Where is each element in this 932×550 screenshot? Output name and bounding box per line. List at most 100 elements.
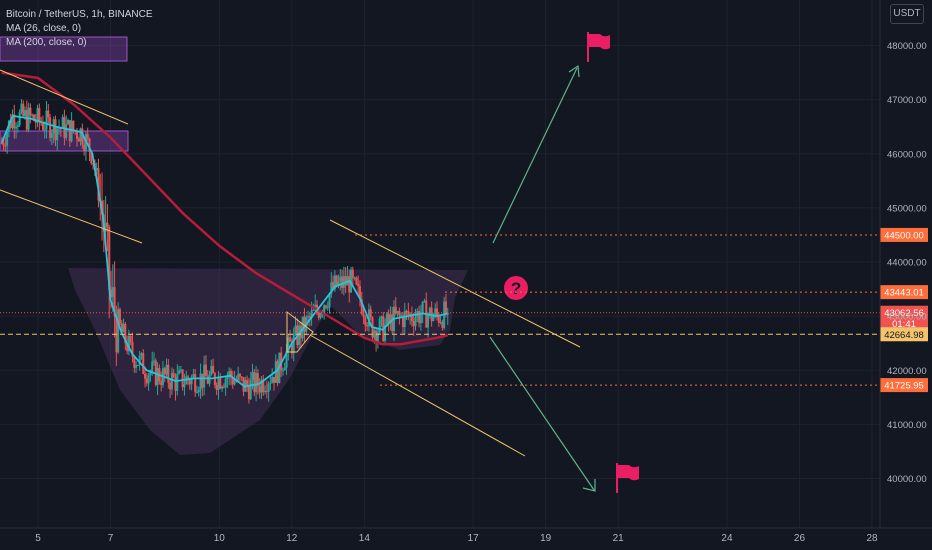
candle-body	[88, 138, 91, 152]
candle-body	[265, 390, 268, 392]
candle-body	[353, 277, 356, 279]
candle-body	[273, 376, 276, 383]
candle-body	[54, 119, 57, 141]
candle-body	[360, 299, 363, 314]
candle-body	[439, 321, 442, 324]
candle-body	[163, 368, 166, 375]
candle-body	[86, 134, 89, 139]
candle-body	[195, 392, 198, 394]
candle-body	[25, 110, 28, 130]
candle-body	[113, 287, 116, 317]
candle-body	[238, 373, 241, 377]
candle-body	[418, 310, 421, 324]
candle-body	[326, 307, 329, 309]
candle-body	[6, 132, 9, 146]
candle-body	[373, 330, 376, 338]
candle-body	[283, 367, 286, 371]
price-tick-label: 43000.00	[887, 312, 927, 323]
candle-body	[138, 355, 141, 365]
candle-body	[285, 351, 288, 368]
candle-body	[391, 314, 394, 332]
price-marker-badge	[880, 378, 928, 393]
candle-body	[319, 312, 322, 318]
candle-body	[95, 168, 98, 171]
candle-body	[219, 376, 222, 389]
candle-body	[428, 307, 431, 316]
trendline-lower-left	[0, 189, 143, 244]
candle-body	[410, 313, 413, 322]
candle-body	[187, 376, 190, 381]
currency-button[interactable]: USDT	[890, 4, 924, 24]
candle-body	[32, 114, 35, 121]
ma26-line	[0, 114, 448, 388]
candle-body	[228, 371, 231, 378]
svg-text:?: ?	[511, 279, 521, 298]
candle-body	[264, 390, 267, 393]
candle-body	[222, 386, 225, 388]
candle-body	[419, 314, 422, 324]
candle-body	[315, 304, 318, 312]
candle-body	[444, 301, 447, 315]
candle-body	[312, 309, 315, 311]
candle-body	[145, 378, 148, 384]
candle-body	[70, 120, 73, 142]
candle-body	[58, 128, 61, 130]
candle-body	[237, 373, 240, 381]
candle-body	[303, 316, 306, 332]
candle-body	[47, 110, 50, 118]
candle-body	[22, 103, 25, 117]
candle-body	[246, 380, 249, 387]
candle-body	[142, 353, 145, 374]
candle-body	[43, 129, 46, 131]
candle-body	[269, 382, 272, 384]
price-tick-label: 42000.00	[887, 366, 927, 377]
candle-body	[335, 275, 338, 287]
symbol-line: Bitcoin / TetherUS, 1h, BINANCE	[6, 9, 153, 20]
candle-body	[346, 276, 349, 286]
candle-body	[398, 310, 401, 316]
candle-body	[389, 314, 392, 324]
candle-body	[172, 372, 175, 378]
candle-body	[251, 372, 254, 380]
moving-averages-layer	[0, 71, 449, 388]
candle-body	[226, 377, 229, 379]
candle-body	[194, 373, 197, 393]
candle-body	[271, 376, 274, 383]
candle-body	[129, 336, 132, 342]
candle-body	[179, 369, 182, 371]
candle-body	[378, 318, 381, 333]
candle-body	[249, 379, 252, 400]
candle-body	[344, 276, 347, 286]
indicator-ma26[interactable]: MA (26, close, 0)	[6, 23, 82, 34]
price-tick-label: 44000.00	[887, 258, 927, 269]
candle-body	[384, 324, 387, 341]
candle-body	[16, 125, 19, 127]
candle-body	[351, 269, 354, 279]
candle-body	[256, 373, 259, 387]
indicator-ma200[interactable]: MA (200, close, 0)	[6, 37, 87, 48]
candle-body	[176, 373, 179, 391]
candle-body	[206, 376, 209, 384]
arrow-down-head	[582, 479, 596, 492]
candle-body	[358, 285, 361, 300]
candle-body	[396, 310, 399, 314]
channel-upper	[329, 219, 581, 348]
candle-body	[144, 373, 147, 379]
price-tick-label: 41000.00	[887, 420, 927, 431]
price-marker-label: 41725.95	[884, 381, 924, 392]
candle-body	[434, 308, 437, 316]
candle-body	[332, 282, 335, 290]
candle-body	[328, 293, 331, 308]
candle-body	[213, 373, 216, 386]
candle-body	[217, 376, 220, 390]
candle-body	[197, 389, 200, 393]
candle-body	[120, 323, 123, 333]
candle-body	[401, 315, 404, 328]
price-tick-label: 48000.00	[887, 41, 927, 52]
candle-body	[294, 325, 297, 334]
candle-body	[230, 371, 233, 378]
candle-body	[258, 386, 261, 393]
candle-body	[131, 341, 134, 357]
cup-shape	[68, 268, 468, 455]
